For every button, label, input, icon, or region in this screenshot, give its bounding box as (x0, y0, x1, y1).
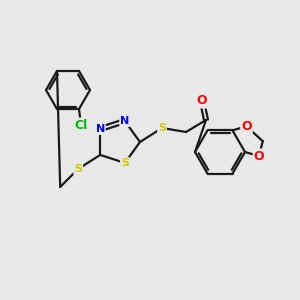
Text: S: S (121, 158, 129, 168)
Text: O: O (241, 120, 252, 133)
Text: N: N (120, 116, 129, 126)
Text: O: O (254, 149, 264, 163)
Text: S: S (158, 123, 166, 133)
Text: Cl: Cl (74, 118, 88, 132)
Text: O: O (197, 94, 207, 107)
Text: N: N (96, 124, 105, 134)
Text: S: S (74, 164, 82, 174)
